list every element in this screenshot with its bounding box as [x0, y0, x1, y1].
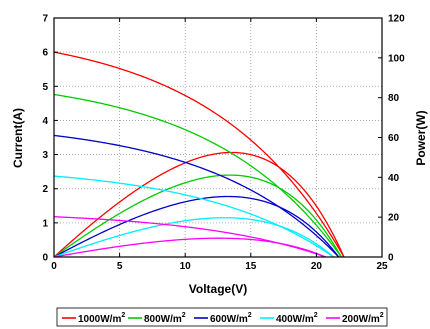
y-left-tick-label: 4: [42, 116, 48, 127]
y-right-tick-label: 20: [388, 213, 400, 224]
y-right-tick-label: 120: [388, 14, 405, 25]
legend: 1000W/m2 800W/m2 600W/m2 400W/m2 200W/m2: [56, 307, 388, 327]
y-right-axis-title: Power(W): [414, 110, 428, 165]
y-left-tick-label: 1: [42, 218, 48, 229]
y-right-tick-label: 80: [388, 93, 400, 104]
y-left-tick-label: 3: [42, 150, 48, 161]
iv-curve-1: [53, 93, 342, 258]
x-tick-label: 20: [311, 261, 323, 272]
y-left-tick-label: 6: [42, 48, 48, 59]
legend-superscript-3: 2: [314, 312, 318, 319]
y-right-tick-label: 60: [388, 133, 400, 144]
grid: [54, 18, 382, 257]
y-left-tick-label: 7: [42, 14, 48, 25]
pv-curve-2: [53, 195, 340, 258]
legend-label-2: 600W/m2: [210, 312, 252, 325]
iv-curve-3: [53, 175, 334, 258]
y-left-tick-label: 2: [42, 184, 48, 195]
x-tick-label: 15: [245, 261, 257, 272]
pv-curve-1: [53, 174, 342, 258]
y-right-tick-label: 40: [388, 173, 400, 184]
x-tick-label: 0: [51, 261, 57, 272]
legend-superscript-1: 2: [182, 312, 186, 319]
curves: [53, 51, 345, 258]
iv-curve-0: [53, 51, 345, 258]
x-tick-label: 5: [117, 261, 123, 272]
y-left-axis-title: Current(A): [11, 108, 25, 168]
legend-box: [56, 307, 388, 327]
legend-superscript-0: 2: [121, 312, 125, 319]
legend-superscript-4: 2: [380, 312, 384, 319]
y-right-tick-label: 100: [388, 53, 405, 64]
x-tick-label: 25: [376, 261, 388, 272]
x-axis-title: Voltage(V): [189, 282, 247, 296]
plot-frame: [53, 17, 383, 258]
legend-label-4: 200W/m2: [342, 312, 384, 325]
pv-curve-4: [53, 237, 326, 258]
pv-curve-0: [53, 151, 345, 258]
y-left-tick-label: 0: [42, 253, 48, 264]
x-tick-label: 10: [180, 261, 192, 272]
legend-label-1: 800W/m2: [144, 312, 186, 325]
pv-curve-3: [53, 217, 334, 258]
legend-label-0: 1000W/m2: [78, 312, 125, 325]
y-left-tick-label: 5: [42, 82, 48, 93]
y-right-tick-label: 0: [388, 253, 394, 264]
legend-superscript-2: 2: [248, 312, 252, 319]
legend-label-3: 400W/m2: [276, 312, 318, 325]
iv-curve-2: [53, 134, 340, 258]
